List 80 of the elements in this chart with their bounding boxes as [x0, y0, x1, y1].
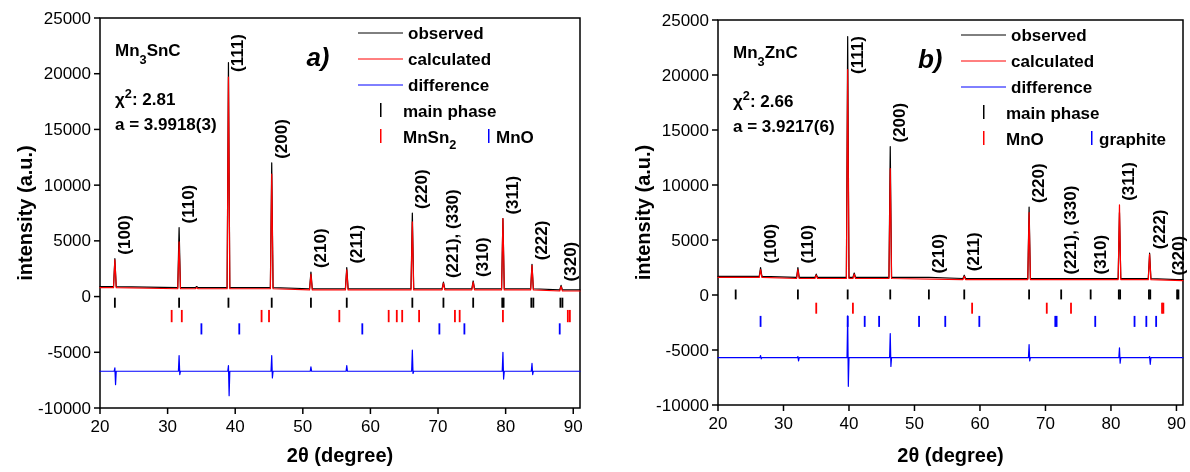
annotation: (211) [346, 224, 366, 264]
annotation: (210) [310, 228, 330, 269]
y-tick-label: -10000 [38, 398, 91, 418]
x-tick-label: 20 [708, 414, 728, 433]
legend-label: main phase [403, 101, 497, 121]
y-tick-label: 25000 [661, 10, 709, 30]
legend-label: main phase [1006, 103, 1100, 123]
annotation: χ$^{2}$: 2.66 [733, 87, 794, 111]
annotation: (320) [560, 241, 580, 282]
y-tick-label: 15000 [661, 120, 709, 140]
legend-label: MnSn$_{2}$ [403, 127, 457, 152]
annotation: (220) [1028, 163, 1048, 203]
x-tick-label: 80 [1101, 414, 1121, 433]
x-tick-label: 70 [428, 417, 448, 436]
legend-label: calculated [408, 49, 492, 69]
y-axis-title: intensity (a.u.) [14, 145, 36, 281]
x-tick-label: 70 [1036, 414, 1055, 433]
x-axis-title: 2θ (degree) [897, 444, 1004, 466]
y-tick-label: -5000 [665, 340, 709, 360]
annotation: (100) [760, 223, 780, 264]
annotation: (111) [847, 36, 867, 74]
x-tick-label: 40 [839, 414, 859, 433]
y-tick-label: 10000 [43, 175, 91, 195]
annotation: (200) [889, 102, 909, 143]
annotation: (311) [1118, 162, 1138, 201]
annotation: (211) [963, 232, 983, 272]
y-tick-label: 15000 [43, 119, 91, 139]
annotation: a = 3.9918(3) [115, 115, 217, 134]
x-tick-label: 50 [905, 414, 924, 433]
y-tick-label: 25000 [43, 8, 91, 28]
x-tick-label: 30 [774, 414, 793, 433]
annotation: a = 3.9217(6) [733, 117, 835, 136]
x-tick-label: 80 [496, 417, 516, 436]
y-tick-label: 10000 [661, 175, 709, 195]
x-tick-label: 60 [970, 414, 990, 433]
annotation: χ$^{2}$: 2.81 [115, 85, 176, 109]
x-tick-label: 90 [1166, 414, 1186, 433]
legend-label: MnO [1006, 129, 1044, 149]
legend-label: observed [1011, 25, 1087, 45]
annotation: b) [917, 44, 943, 74]
annotation: a) [306, 42, 330, 72]
x-tick-label: 90 [563, 417, 583, 436]
x-tick-label: 40 [225, 417, 245, 436]
annotation: (222) [531, 220, 551, 261]
y-axis-title: intensity (a.u.) [632, 144, 654, 281]
y-tick-label: 0 [81, 287, 91, 307]
legend-label: difference [1011, 77, 1093, 97]
y-tick-label: 20000 [661, 65, 709, 85]
annotation: (221), (330) [442, 189, 462, 279]
y-tick-label: 5000 [671, 230, 709, 250]
annotation: (222) [1149, 209, 1169, 250]
legend-label: MnO [496, 127, 534, 147]
annotation: (221), (330) [1060, 185, 1080, 275]
legend-label: difference [408, 75, 490, 95]
annotation: (200) [271, 119, 291, 159]
annotation: (110) [797, 224, 817, 264]
annotation: Mn$_{3}$SnC [115, 41, 181, 67]
x-tick-label: 50 [293, 417, 313, 436]
annotation: (111) [227, 34, 247, 72]
legend-label: calculated [1011, 51, 1095, 71]
annotation: (310) [1090, 234, 1110, 275]
annotation: (220) [411, 169, 431, 209]
annotation: Mn$_{3}$ZnC [733, 43, 798, 69]
x-tick-label: 20 [90, 417, 110, 436]
y-tick-label: 0 [699, 285, 709, 305]
annotation: (311) [502, 175, 522, 215]
y-tick-label: 5000 [53, 231, 91, 251]
annotation: (320) [1168, 235, 1188, 276]
legend-label: graphite [1099, 129, 1167, 149]
x-tick-label: 60 [360, 417, 380, 436]
y-tick-label: -5000 [47, 342, 91, 362]
y-tick-label: -10000 [656, 395, 709, 415]
legend-label: observed [408, 23, 484, 43]
y-tick-label: 20000 [43, 64, 91, 84]
x-axis-title: 2θ (degree) [286, 444, 394, 466]
annotation: (110) [178, 184, 198, 224]
x-tick-label: 30 [158, 417, 178, 436]
annotation: (310) [472, 237, 492, 277]
annotation: (100) [114, 215, 134, 255]
annotation: (210) [928, 233, 948, 274]
